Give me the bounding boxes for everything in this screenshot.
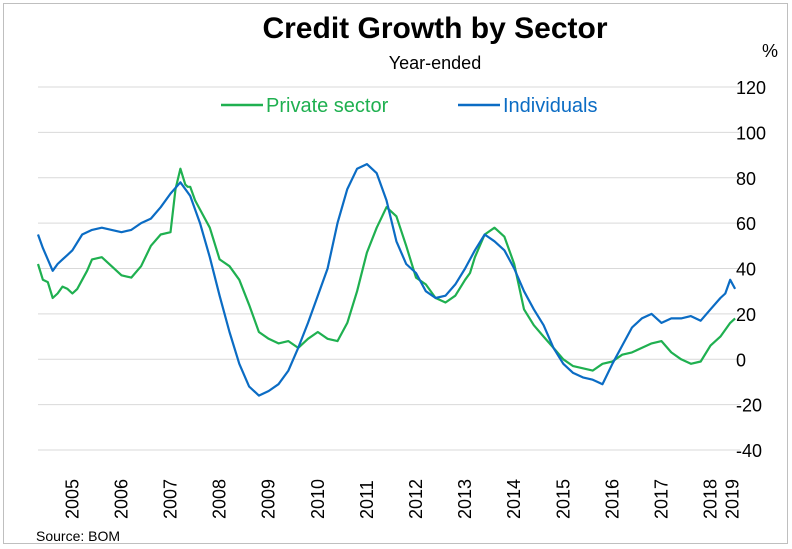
x-tick-label: 2005 xyxy=(62,479,82,519)
x-axis-ticks: 2005 2006 2007 2008 2009 2010 2011 2012 2013 2014… xyxy=(62,479,742,519)
chart-title: Credit Growth by Sector xyxy=(262,12,608,45)
x-tick-label: 2011 xyxy=(357,480,377,519)
y-tick-label: 80 xyxy=(736,169,756,189)
gridlines xyxy=(38,86,740,451)
x-tick-label: 2018 xyxy=(701,479,721,519)
x-tick-label: 2016 xyxy=(602,479,622,519)
y-tick-label: 120 xyxy=(736,78,766,98)
series-line-0 xyxy=(36,167,736,372)
y-tick-label: 60 xyxy=(736,214,756,234)
x-tick-label: 2009 xyxy=(259,479,279,519)
legend-label-0: Private sector xyxy=(266,95,389,117)
x-tick-label: 2019 xyxy=(723,479,743,519)
series-lines xyxy=(36,163,737,397)
x-tick-label: 2013 xyxy=(455,479,475,519)
chart-frame xyxy=(3,3,788,544)
y-tick-label: -20 xyxy=(736,396,762,416)
y-tick-label: 20 xyxy=(736,305,756,325)
x-tick-label: 2010 xyxy=(308,479,328,519)
series-line-1 xyxy=(36,163,737,397)
y-tick-label: 40 xyxy=(736,260,756,280)
x-tick-label: 2008 xyxy=(210,479,230,519)
x-tick-label: 2012 xyxy=(406,479,426,519)
x-tick-label: 2017 xyxy=(651,479,671,519)
y-tick-label: -40 xyxy=(736,441,762,461)
x-tick-label: 2014 xyxy=(504,479,524,519)
y-axis-unit: % xyxy=(762,41,779,61)
source-note: Source: BOM xyxy=(36,528,121,544)
legend: Private sector Individuals xyxy=(221,95,598,117)
y-tick-label: 0 xyxy=(736,350,746,370)
x-tick-label: 2006 xyxy=(111,479,131,519)
x-tick-label: 2015 xyxy=(553,479,573,519)
y-axis-ticks: -40 -20 0 20 40 60 80 100 120 xyxy=(736,78,766,461)
chart-subtitle: Year-ended xyxy=(388,53,482,73)
y-tick-label: 100 xyxy=(736,123,766,143)
x-tick-label: 2007 xyxy=(161,479,181,519)
legend-label-1: Individuals xyxy=(503,95,598,117)
